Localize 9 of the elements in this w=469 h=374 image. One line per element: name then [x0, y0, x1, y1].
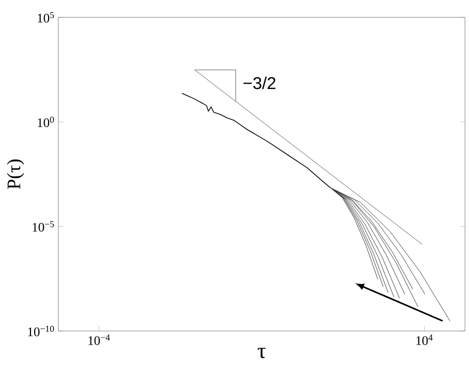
x-tick-label: 10$^{4}$	[416, 334, 433, 345]
x-axis-title: τ	[258, 348, 266, 358]
y-tick-label: 10$^{5}$	[38, 12, 54, 23]
y-tick-label: 10$^{−10}$	[28, 326, 54, 336]
y-tick-label: 10$^{−5}$	[32, 221, 54, 232]
y-tick-label: 10$^{0}$	[38, 116, 54, 128]
x-tick-label: 10$^{−4}$	[88, 334, 110, 345]
y-axis-title: P(τ)	[6, 160, 24, 190]
annotation: −3/2	[244, 76, 276, 90]
